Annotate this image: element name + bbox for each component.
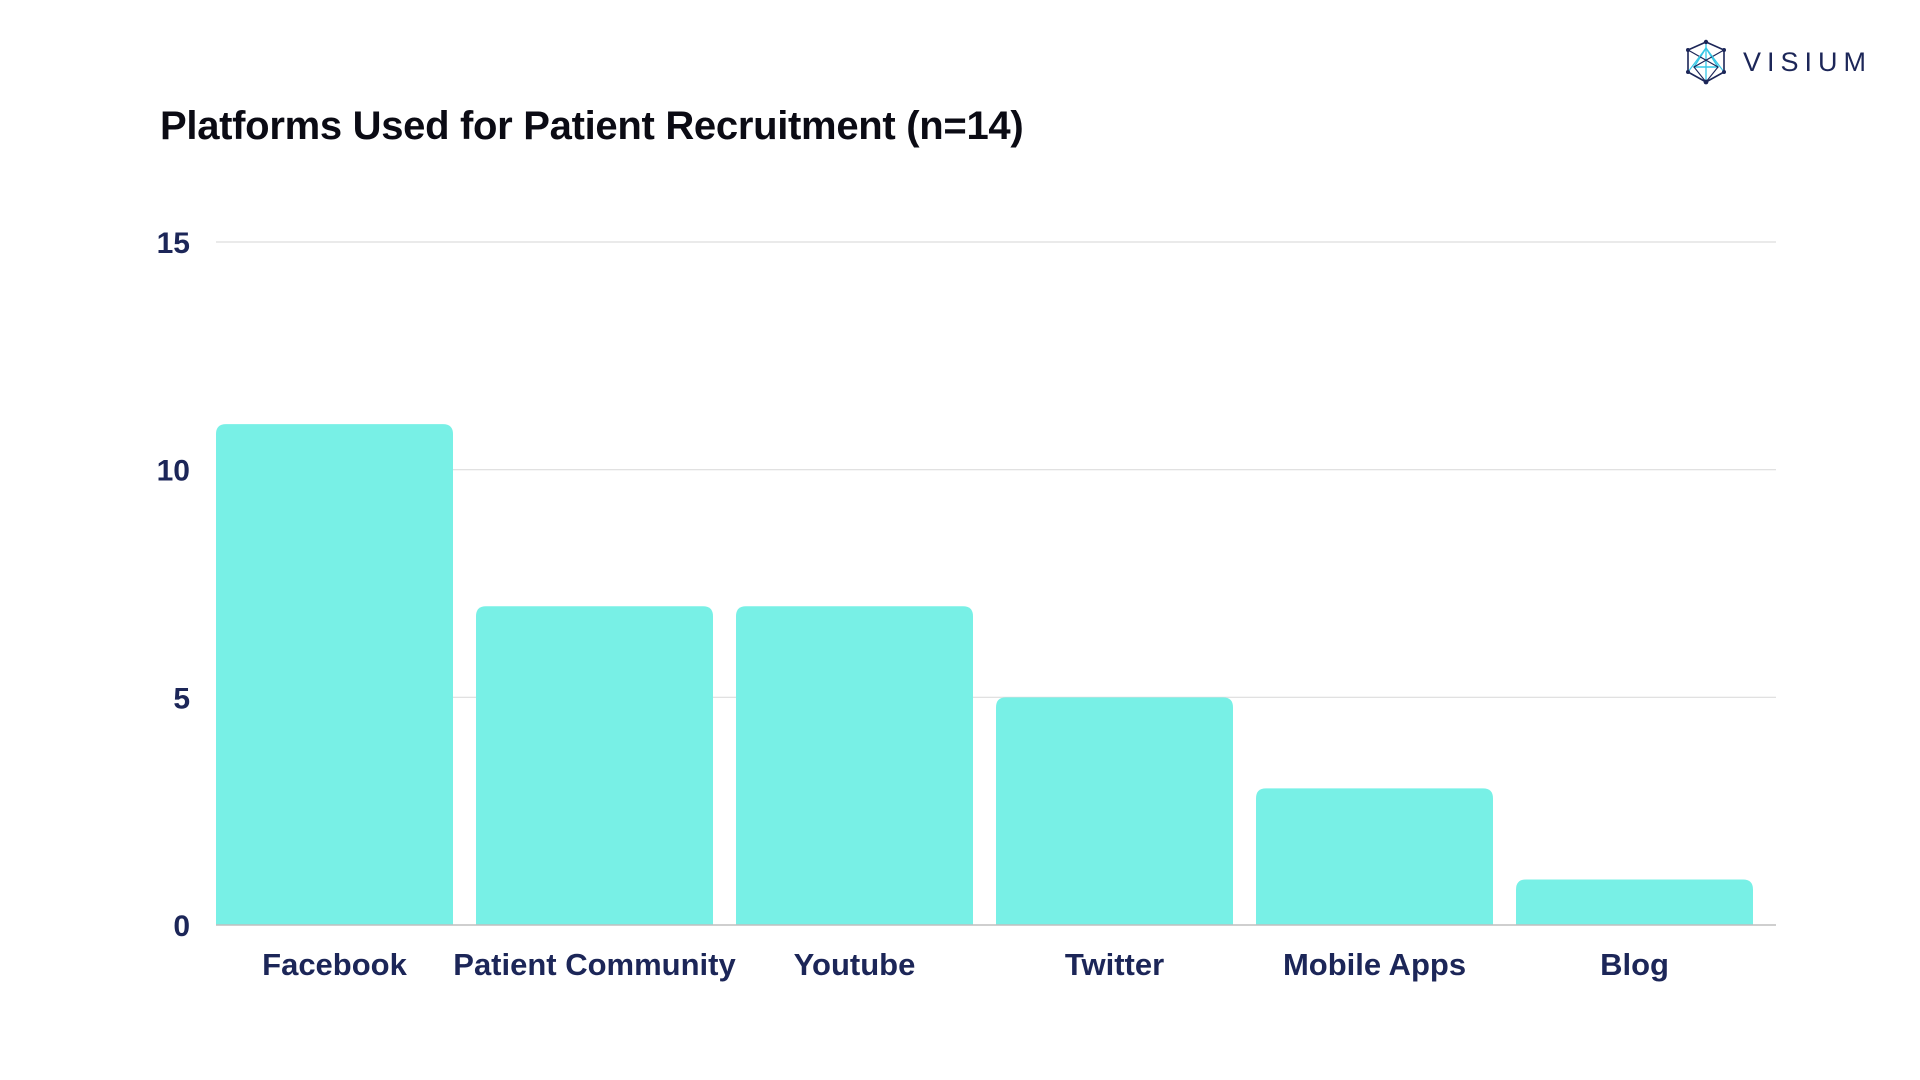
x-tick-label: Mobile Apps xyxy=(1283,947,1466,982)
bars xyxy=(216,424,1753,925)
y-tick-label: 0 xyxy=(173,910,190,943)
x-tick-label: Facebook xyxy=(262,947,407,982)
x-tick-label: Twitter xyxy=(1065,947,1164,982)
y-tick-label: 10 xyxy=(157,455,190,488)
y-tick-label: 15 xyxy=(157,227,190,260)
x-tick-label: Blog xyxy=(1600,947,1669,982)
bar-twitter xyxy=(996,697,1233,925)
x-tick-label: Youtube xyxy=(794,947,916,982)
bar-patient-community xyxy=(476,606,713,925)
y-axis-ticks: 0 5 10 15 xyxy=(157,227,190,943)
visium-logo: VISIUM xyxy=(1683,38,1872,86)
y-tick-label: 5 xyxy=(173,682,190,715)
x-axis-ticks: Facebook Patient Community Youtube Twitter M… xyxy=(262,947,1669,982)
chart-title: Platforms Used for Patient Recruitment (… xyxy=(160,104,1024,148)
bar-blog xyxy=(1516,879,1753,925)
bar-facebook xyxy=(216,424,453,925)
brand-name: VISIUM xyxy=(1743,46,1873,77)
geodesic-sphere-icon xyxy=(1686,39,1726,85)
bar-mobile-apps xyxy=(1256,788,1493,925)
bar-youtube xyxy=(736,606,973,925)
x-tick-label: Patient Community xyxy=(453,947,736,982)
